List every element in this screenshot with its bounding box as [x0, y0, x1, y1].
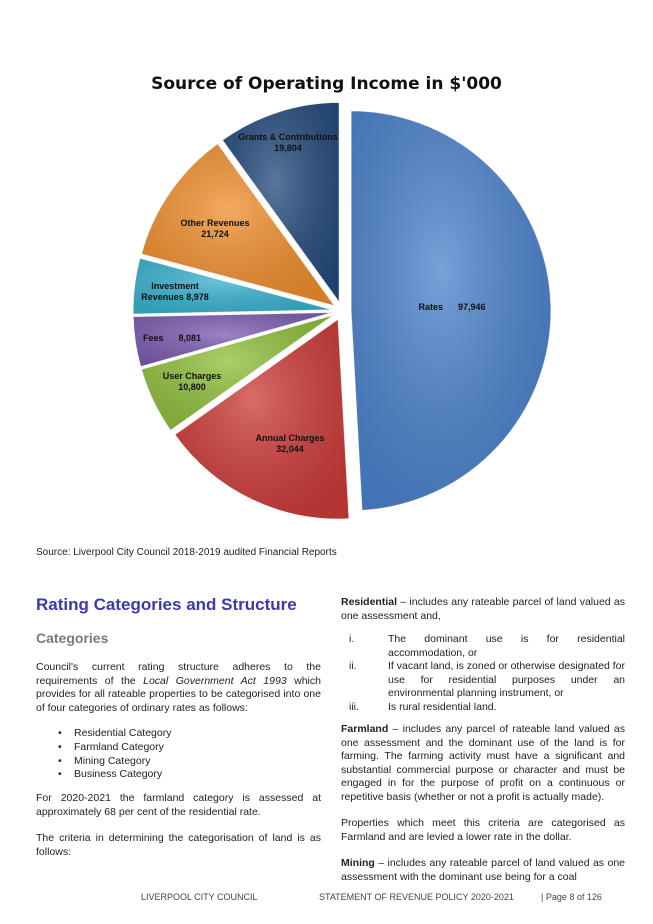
pie-label-user-charges: User Charges 10,800 — [163, 371, 222, 392]
pie-label-annual-charges: Annual Charges 32,044 — [255, 433, 324, 454]
list-item: Residential Category — [58, 727, 321, 741]
pie-label-rates: Rates 97,946 — [418, 302, 485, 312]
footer-page-number: | Page 8 of 126 — [541, 892, 602, 902]
footer-statement: STATEMENT OF REVENUE POLICY 2020-2021 — [319, 892, 514, 902]
pie-label-other-revenues: Other Revenues 21,724 — [180, 218, 249, 239]
pie-slice-shading — [174, 319, 350, 520]
list-item: iii. Is rural residential land. — [349, 700, 497, 713]
pie-label-investment-revenues: Investment Revenues 8,978 — [141, 281, 209, 302]
intro-paragraph: Council's current rating structure adher… — [36, 661, 321, 714]
operating-income-pie-chart: Rates 97,946 Annual Charges 32,044 User Cha… — [132, 101, 552, 520]
list-item: Mining Category — [58, 755, 321, 769]
residential-term: Residential — [341, 596, 398, 608]
list-item: Business Category — [58, 768, 321, 782]
act-name: Local Government Act 1993 — [143, 674, 287, 687]
pie-slice-shading — [222, 102, 340, 303]
list-item: i. The dominant use is for residential ac… — [349, 633, 625, 659]
list-item: Farmland Category — [58, 741, 321, 755]
chart-title: Source of Operating Income in $'000 — [151, 74, 502, 94]
section-heading: Rating Categories and Structure — [36, 595, 297, 614]
farmland-term: Farmland — [341, 723, 389, 735]
section-subheading: Categories — [36, 630, 109, 646]
chart-source-note: Source: Liverpool City Council 2018-2019… — [36, 547, 337, 558]
properties-paragraph: Properties which meet this criteria are … — [341, 817, 625, 843]
pie-label-fees: Fees 8,081 — [143, 333, 201, 343]
category-list: Residential Category Farmland Category M… — [36, 727, 321, 782]
left-column: Council's current rating structure adher… — [36, 661, 321, 859]
pie-slice-shading — [141, 314, 334, 431]
residential-paragraph: Residential – includes any rateable parc… — [341, 596, 625, 622]
pie-label-grants-contributions: Grants & Contributions 19,804 — [238, 132, 338, 153]
farmland-paragraph: Farmland – includes any parcel of rateab… — [341, 723, 625, 803]
criteria-paragraph: The criteria in determining the categori… — [36, 832, 321, 858]
right-column: Residential – includes any rateable parc… — [341, 596, 625, 884]
farmland-assessment-paragraph: For 2020-2021 the farmland category is a… — [36, 792, 321, 818]
pie-slice-shading — [350, 110, 551, 511]
mining-term: Mining — [341, 857, 375, 869]
residential-criteria-list: i. The dominant use is for residential ac… — [341, 633, 625, 714]
list-item: ii. If vacant land, is zoned or otherwise… — [349, 660, 625, 699]
pie-slice-shading — [133, 312, 334, 367]
mining-paragraph: Mining – includes any rateable parcel of… — [341, 857, 625, 883]
pie-slice-shading — [133, 258, 334, 315]
pie-slice-shading — [141, 143, 335, 306]
footer-council: LIVERPOOL CITY COUNCIL — [141, 892, 258, 902]
